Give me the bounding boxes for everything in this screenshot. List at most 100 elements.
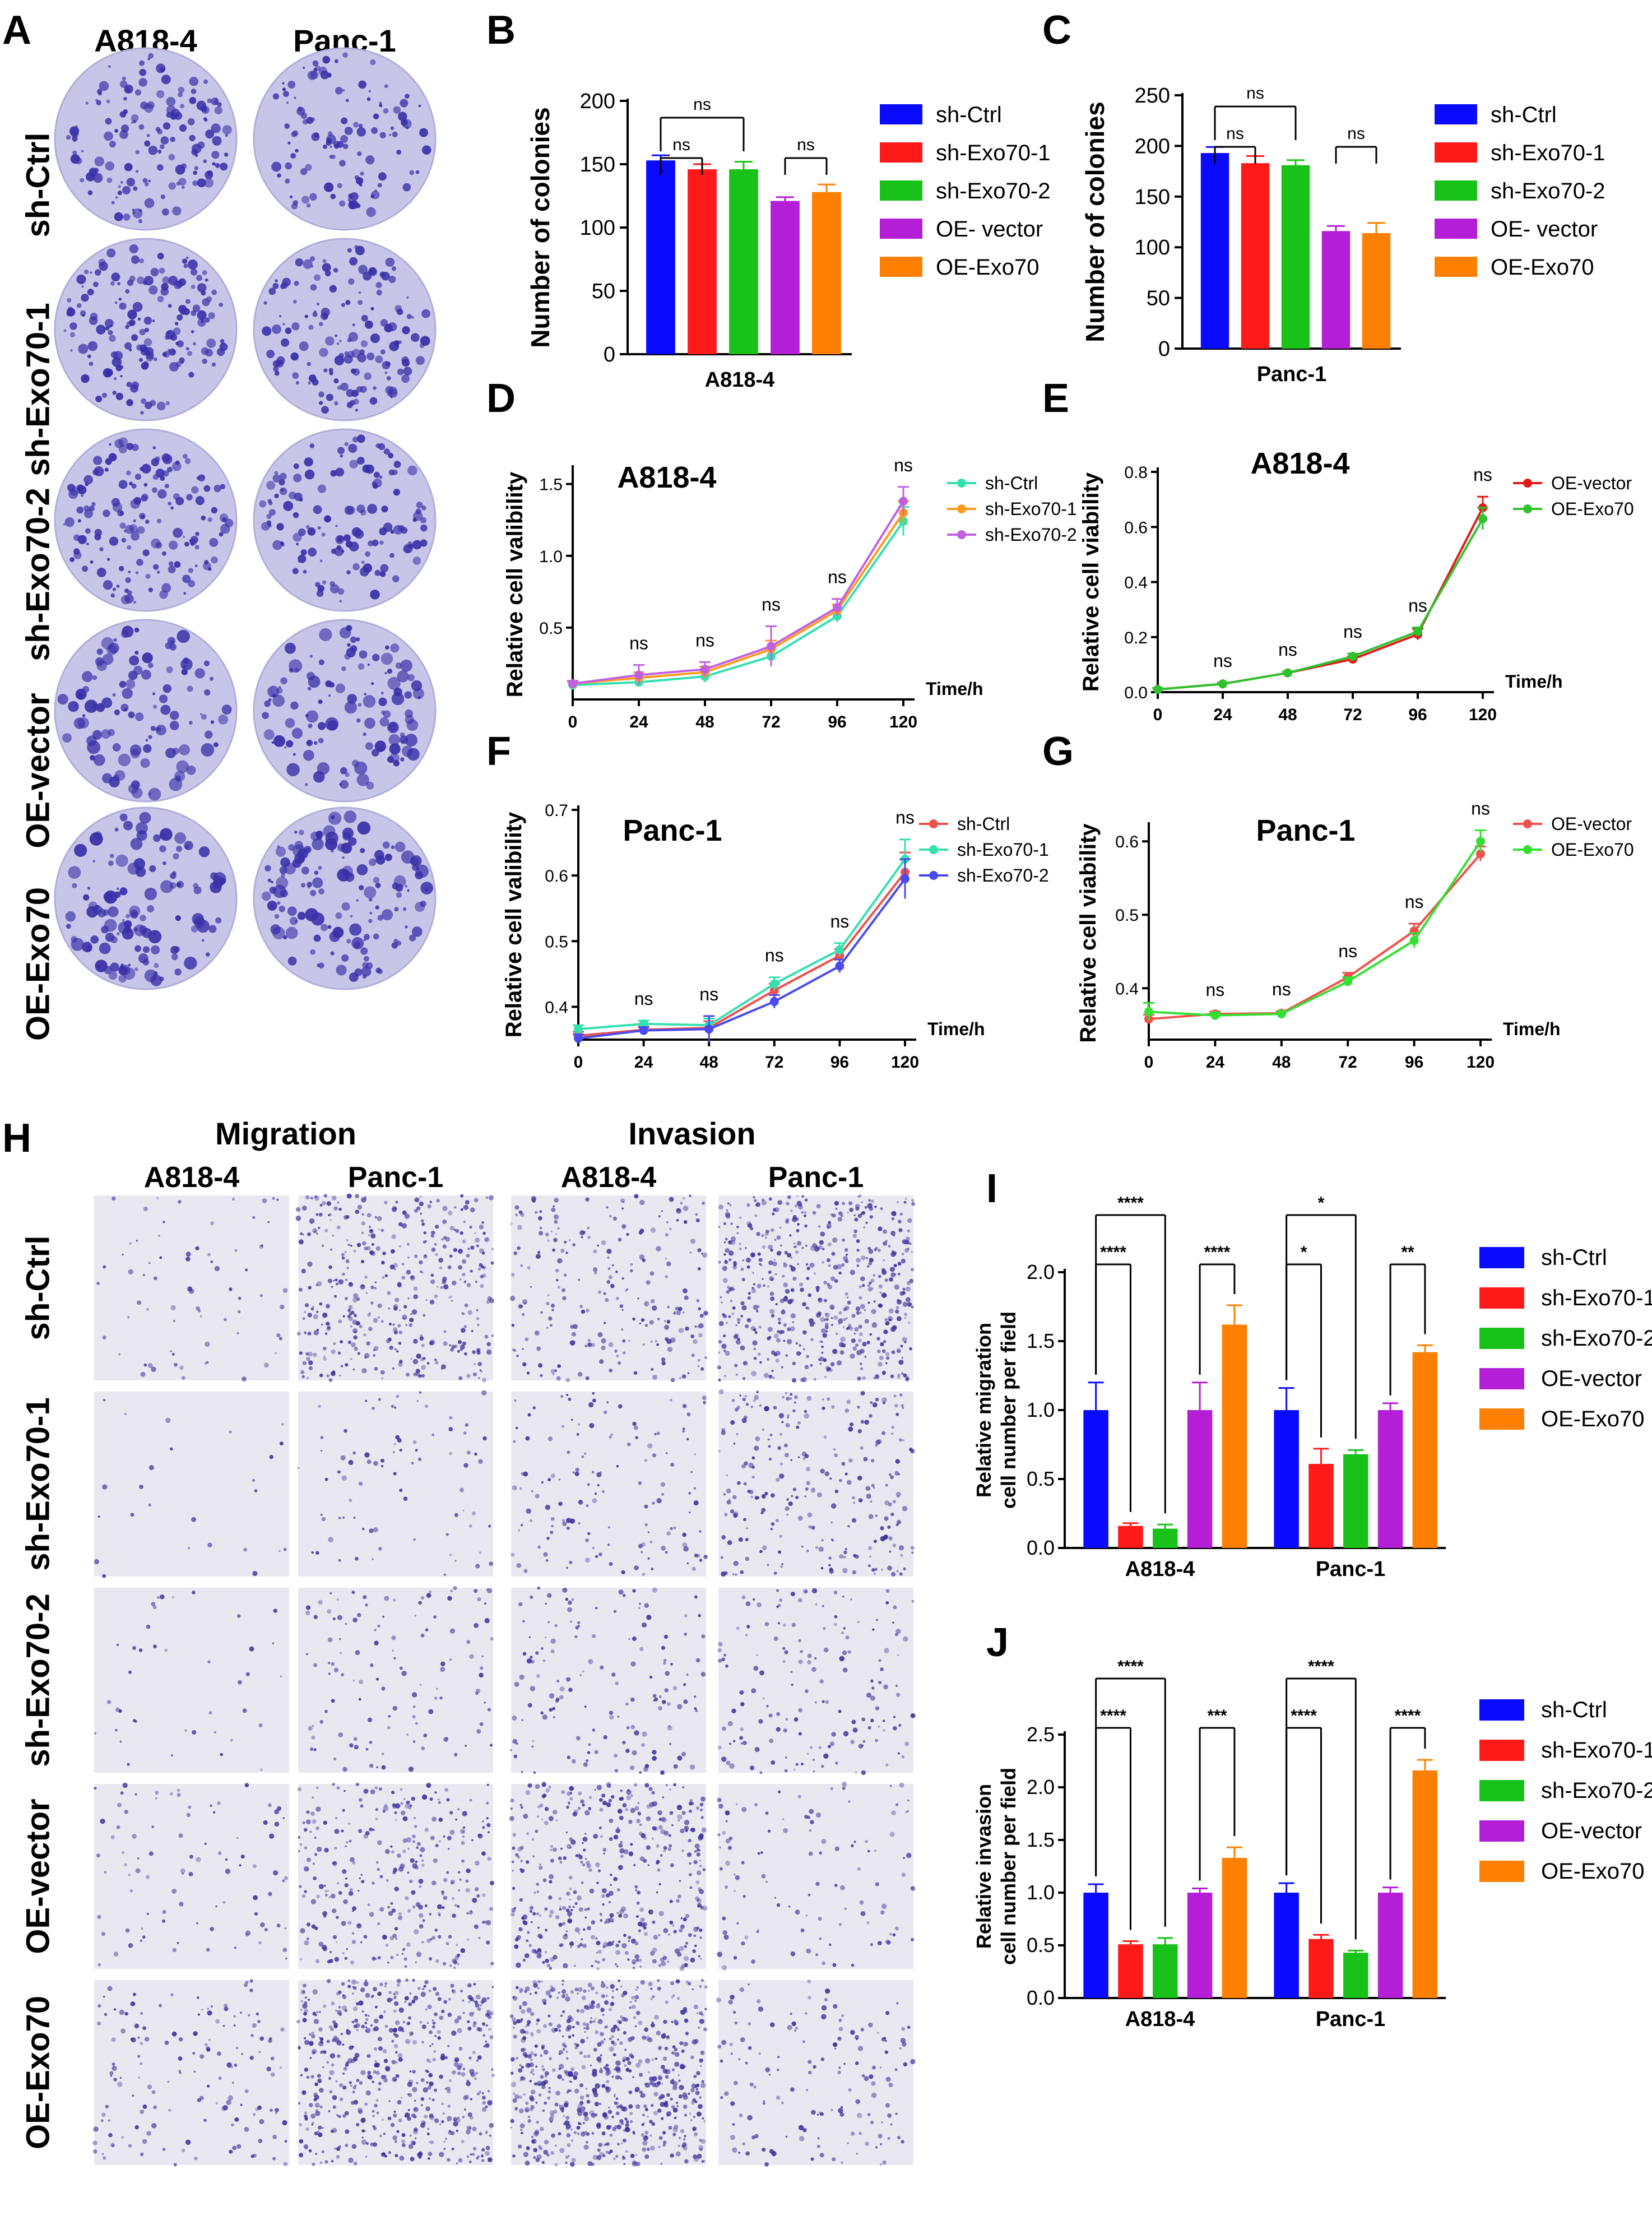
panel-letter-F: F <box>486 729 511 774</box>
colony <box>351 759 359 767</box>
cell-dot <box>421 1222 425 1226</box>
cell-dot <box>419 1336 424 1341</box>
cell-dot <box>215 2019 220 2024</box>
cell-dot <box>140 2110 145 2115</box>
cell-dot <box>619 1304 624 1308</box>
cell-dot <box>549 1874 554 1879</box>
cell-dot <box>346 1193 352 1199</box>
cell-dot <box>312 2075 314 2078</box>
cell-dot <box>628 1820 633 1824</box>
cell-dot <box>869 1333 873 1336</box>
cell-dot <box>237 1680 242 1685</box>
colony <box>281 543 285 547</box>
cell-dot <box>822 1605 824 1607</box>
cell-dot <box>891 1810 897 1815</box>
cell-dot <box>458 2046 463 2051</box>
cell-dot <box>581 1938 583 1941</box>
panelH-column-label: Panc-1 <box>768 1161 864 1194</box>
cell-dot <box>581 1236 583 1239</box>
cell-dot <box>423 1357 426 1360</box>
cell-dot <box>770 1228 774 1232</box>
colony <box>177 629 190 643</box>
cell-dot <box>775 1302 778 1306</box>
colony <box>208 925 217 933</box>
cell-dot <box>514 1907 517 1909</box>
cell-dot <box>394 1886 399 1892</box>
cell-dot <box>797 1598 802 1603</box>
cell-dot <box>730 1236 736 1242</box>
cell-dot <box>552 1373 555 1375</box>
cell-dot <box>400 1788 403 1791</box>
colony <box>274 370 280 376</box>
cell-dot <box>798 1659 803 1665</box>
colony <box>192 304 201 312</box>
cell-dot <box>576 1736 581 1741</box>
cell-dot <box>644 1523 648 1527</box>
cell-dot <box>607 1526 610 1529</box>
cell-dot <box>341 1982 345 1986</box>
cell-dot <box>252 2023 257 2028</box>
cell-dot <box>529 1909 533 1913</box>
colony <box>68 701 79 712</box>
cell-dot <box>467 2112 472 2117</box>
cell-dot <box>179 1365 184 1370</box>
cell-dot <box>206 2084 210 2088</box>
colony <box>220 163 228 171</box>
cell-dot <box>313 1615 318 1619</box>
cell-dot <box>119 1740 122 1743</box>
cell-dot <box>580 1861 583 1863</box>
cell-dot <box>894 1471 899 1476</box>
colony <box>175 280 183 288</box>
cell-dot <box>377 1840 382 1846</box>
cell-dot <box>374 1287 377 1290</box>
cell-dot <box>96 1282 100 1285</box>
cell-dot <box>479 1369 481 1371</box>
cell-dot <box>333 1206 338 1211</box>
colony <box>263 301 267 305</box>
cell-dot <box>903 1567 906 1570</box>
colony <box>272 93 279 100</box>
cell-dot <box>323 1355 326 1357</box>
cell-dot <box>902 1439 905 1441</box>
cell-dot <box>423 1254 428 1259</box>
cell-dot <box>592 1546 595 1550</box>
cell-dot <box>771 1369 774 1372</box>
cell-dot <box>391 1404 395 1408</box>
cell-dot <box>893 1264 897 1268</box>
cell-dot <box>663 1634 669 1639</box>
cell-dot <box>745 1324 749 1328</box>
cell-dot <box>481 1251 485 1255</box>
cell-dot <box>522 1914 528 1920</box>
micrograph-tile <box>717 1781 916 1971</box>
cell-dot <box>98 1963 101 1967</box>
cell-dot <box>254 1912 258 1916</box>
cell-dot <box>844 1547 847 1551</box>
colony <box>358 299 363 305</box>
cell-dot <box>679 1946 684 1951</box>
cell-dot <box>870 1695 875 1701</box>
cell-dot <box>781 1563 783 1565</box>
colony <box>81 374 90 383</box>
cell-dot <box>101 2153 104 2155</box>
colony <box>349 460 359 469</box>
colony <box>194 154 198 157</box>
cell-dot <box>703 1555 708 1559</box>
cell-dot <box>696 1299 700 1302</box>
cell-dot <box>536 1346 541 1351</box>
cell-dot <box>321 1323 323 1326</box>
cell-dot <box>307 1261 313 1267</box>
cell-dot <box>839 1554 844 1559</box>
cell-dot <box>746 1527 749 1529</box>
cell-dot <box>351 1932 355 1935</box>
cell-dot <box>349 1312 352 1316</box>
cell-dot <box>280 1304 285 1310</box>
cell-dot <box>517 1225 522 1230</box>
cell-dot <box>549 1967 552 1970</box>
cell-dot <box>514 1205 519 1210</box>
cell-dot <box>398 1331 403 1334</box>
cell-dot <box>744 1394 748 1398</box>
cell-dot <box>868 1249 874 1254</box>
cell-dot <box>763 1697 765 1699</box>
cell-dot <box>595 1937 598 1940</box>
cell-dot <box>545 1232 549 1237</box>
